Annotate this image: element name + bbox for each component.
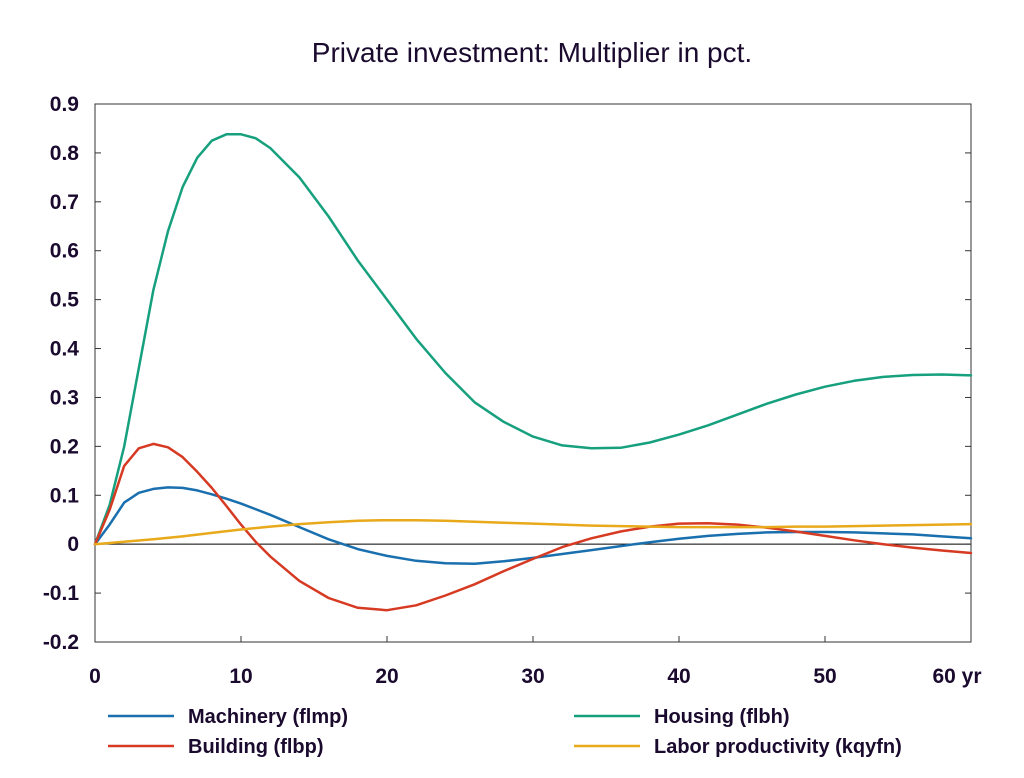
legend-label: Machinery (flmp) (188, 706, 348, 728)
legend-label: Building (flbp) (188, 736, 324, 758)
y-tick-label: 0.4 (50, 338, 80, 361)
y-tick-label: -0.1 (43, 582, 80, 605)
x-tick-label: 30 (521, 665, 544, 688)
legend-label: Labor productivity (kqyfn) (654, 736, 902, 758)
y-tick-label: 0.8 (50, 142, 80, 165)
series-line (93, 518, 973, 546)
x-tick-label: 40 (667, 665, 690, 688)
legend-label: Housing (flbh) (654, 706, 790, 728)
series-line (93, 442, 973, 612)
y-tick-label: 0.7 (50, 191, 79, 214)
x-tick-label: 60 yr (932, 665, 981, 688)
y-tick-label: 0.9 (50, 93, 79, 116)
y-tick-label: 0.5 (50, 289, 80, 312)
series-line (93, 133, 973, 546)
y-tick-label: -0.2 (43, 631, 79, 654)
y-tick-label: 0.1 (50, 484, 80, 507)
y-tick-label: 0.6 (50, 240, 79, 263)
y-tick-label: 0 (67, 533, 79, 556)
x-tick-label: 50 (813, 665, 836, 688)
plot-frame (94, 103, 972, 643)
y-tick-label: 0.3 (50, 386, 79, 409)
y-tick-label: 0.2 (50, 435, 79, 458)
x-tick-label: 0 (89, 665, 101, 688)
chart-title: Private investment: Multiplier in pct. (312, 37, 752, 68)
x-tick-label: 20 (375, 665, 398, 688)
x-tick-label: 10 (229, 665, 252, 688)
